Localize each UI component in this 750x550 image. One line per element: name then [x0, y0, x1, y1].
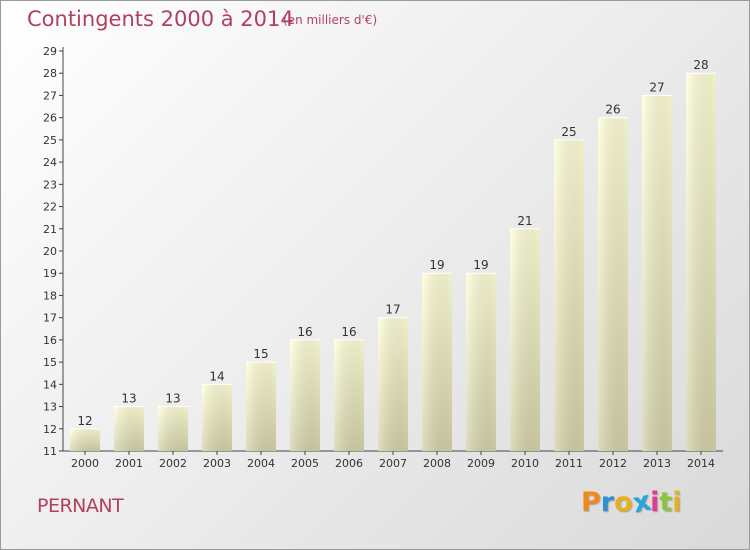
data-label: 14: [209, 369, 224, 383]
y-tick-label: 17: [43, 312, 57, 325]
x-tick-label: 2012: [599, 457, 627, 470]
chart-axes: 11 12 13 14 15 16 17 18 19 20 21 22 23 24 25 26 27 28 29: [43, 45, 723, 458]
x-tick-label: 2000: [71, 457, 99, 470]
logo-letter: r: [600, 487, 615, 518]
x-tick-label: 2013: [643, 457, 671, 470]
chart-subtitle: (en milliers d'€): [283, 13, 378, 27]
y-tick-label: 29: [43, 45, 57, 58]
chart-title: Contingents 2000 à 2014: [27, 7, 294, 31]
data-label: 13: [121, 392, 136, 406]
data-label: 19: [473, 258, 488, 272]
data-label: 16: [297, 325, 312, 339]
y-tick-label: 13: [43, 401, 57, 414]
y-tick-label: 20: [43, 245, 57, 258]
bar-shade: [422, 273, 452, 451]
place-name: PERNANT: [37, 495, 124, 517]
data-label: 13: [165, 392, 180, 406]
logo-letter: o: [614, 487, 633, 518]
y-tick-label: 22: [43, 201, 57, 214]
y-tick-label: 24: [43, 156, 57, 169]
bar-shade: [686, 73, 716, 451]
bar-shade: [290, 339, 320, 451]
y-tick-label: 15: [43, 356, 57, 369]
data-label: 25: [561, 125, 576, 139]
logo-letter: i: [650, 487, 660, 518]
x-tick-label: 2010: [511, 457, 539, 470]
y-tick-label: 14: [43, 378, 57, 391]
data-label: 15: [253, 347, 268, 361]
x-tick-label: 2005: [291, 457, 319, 470]
data-label: 17: [385, 303, 400, 317]
y-tick-label: 11: [43, 445, 57, 458]
x-tick-label: 2007: [379, 457, 407, 470]
bar-shade: [158, 406, 188, 451]
y-tick-label: 21: [43, 223, 57, 236]
bar-shade: [598, 117, 628, 452]
x-tick-label: 2004: [247, 457, 275, 470]
x-tick-label: 2003: [203, 457, 231, 470]
data-label: 27: [649, 80, 664, 94]
bar-shade: [246, 362, 276, 451]
data-label: 12: [77, 414, 92, 428]
x-tick-label: 2011: [555, 457, 583, 470]
bar-shade: [334, 339, 364, 451]
bar-shade: [202, 384, 232, 451]
y-tick-label: 19: [43, 267, 57, 280]
data-label: 21: [517, 214, 532, 228]
x-tick-label: 2002: [159, 457, 187, 470]
x-tick-label: 2008: [423, 457, 451, 470]
bar-shade: [378, 317, 408, 451]
logo-letter: t: [659, 487, 673, 518]
bar-shade: [114, 406, 144, 451]
y-tick-label: 28: [43, 67, 57, 80]
bar-shade: [70, 428, 100, 451]
x-tick-label: 2009: [467, 457, 495, 470]
y-tick-label: 12: [43, 423, 57, 436]
y-tick-label: 23: [43, 178, 57, 191]
bar-shade: [510, 228, 540, 451]
data-label: 28: [693, 58, 708, 72]
data-label: 19: [429, 258, 444, 272]
x-tick-label: 2014: [687, 457, 715, 470]
y-tick-label: 26: [43, 112, 57, 125]
logo-letter: i: [672, 487, 682, 518]
proxiti-logo[interactable]: Proxiti: [581, 486, 682, 520]
data-label: 16: [341, 325, 356, 339]
bar-shade: [466, 273, 496, 451]
bar-shade: [554, 139, 584, 451]
y-tick-label: 18: [43, 289, 57, 302]
logo-letter: P: [581, 487, 601, 518]
y-tick-label: 27: [43, 89, 57, 102]
chart-labels: 2000 12 2001 13 2002 13 2003 14 2004 15 2005 16 2006…: [71, 58, 715, 470]
data-label: 26: [605, 103, 620, 117]
y-tick-label: 16: [43, 334, 57, 347]
bar-shade: [642, 95, 672, 451]
x-tick-label: 2001: [115, 457, 143, 470]
x-tick-label: 2006: [335, 457, 363, 470]
y-tick-label: 25: [43, 134, 57, 147]
chart-bars: [70, 72, 716, 452]
